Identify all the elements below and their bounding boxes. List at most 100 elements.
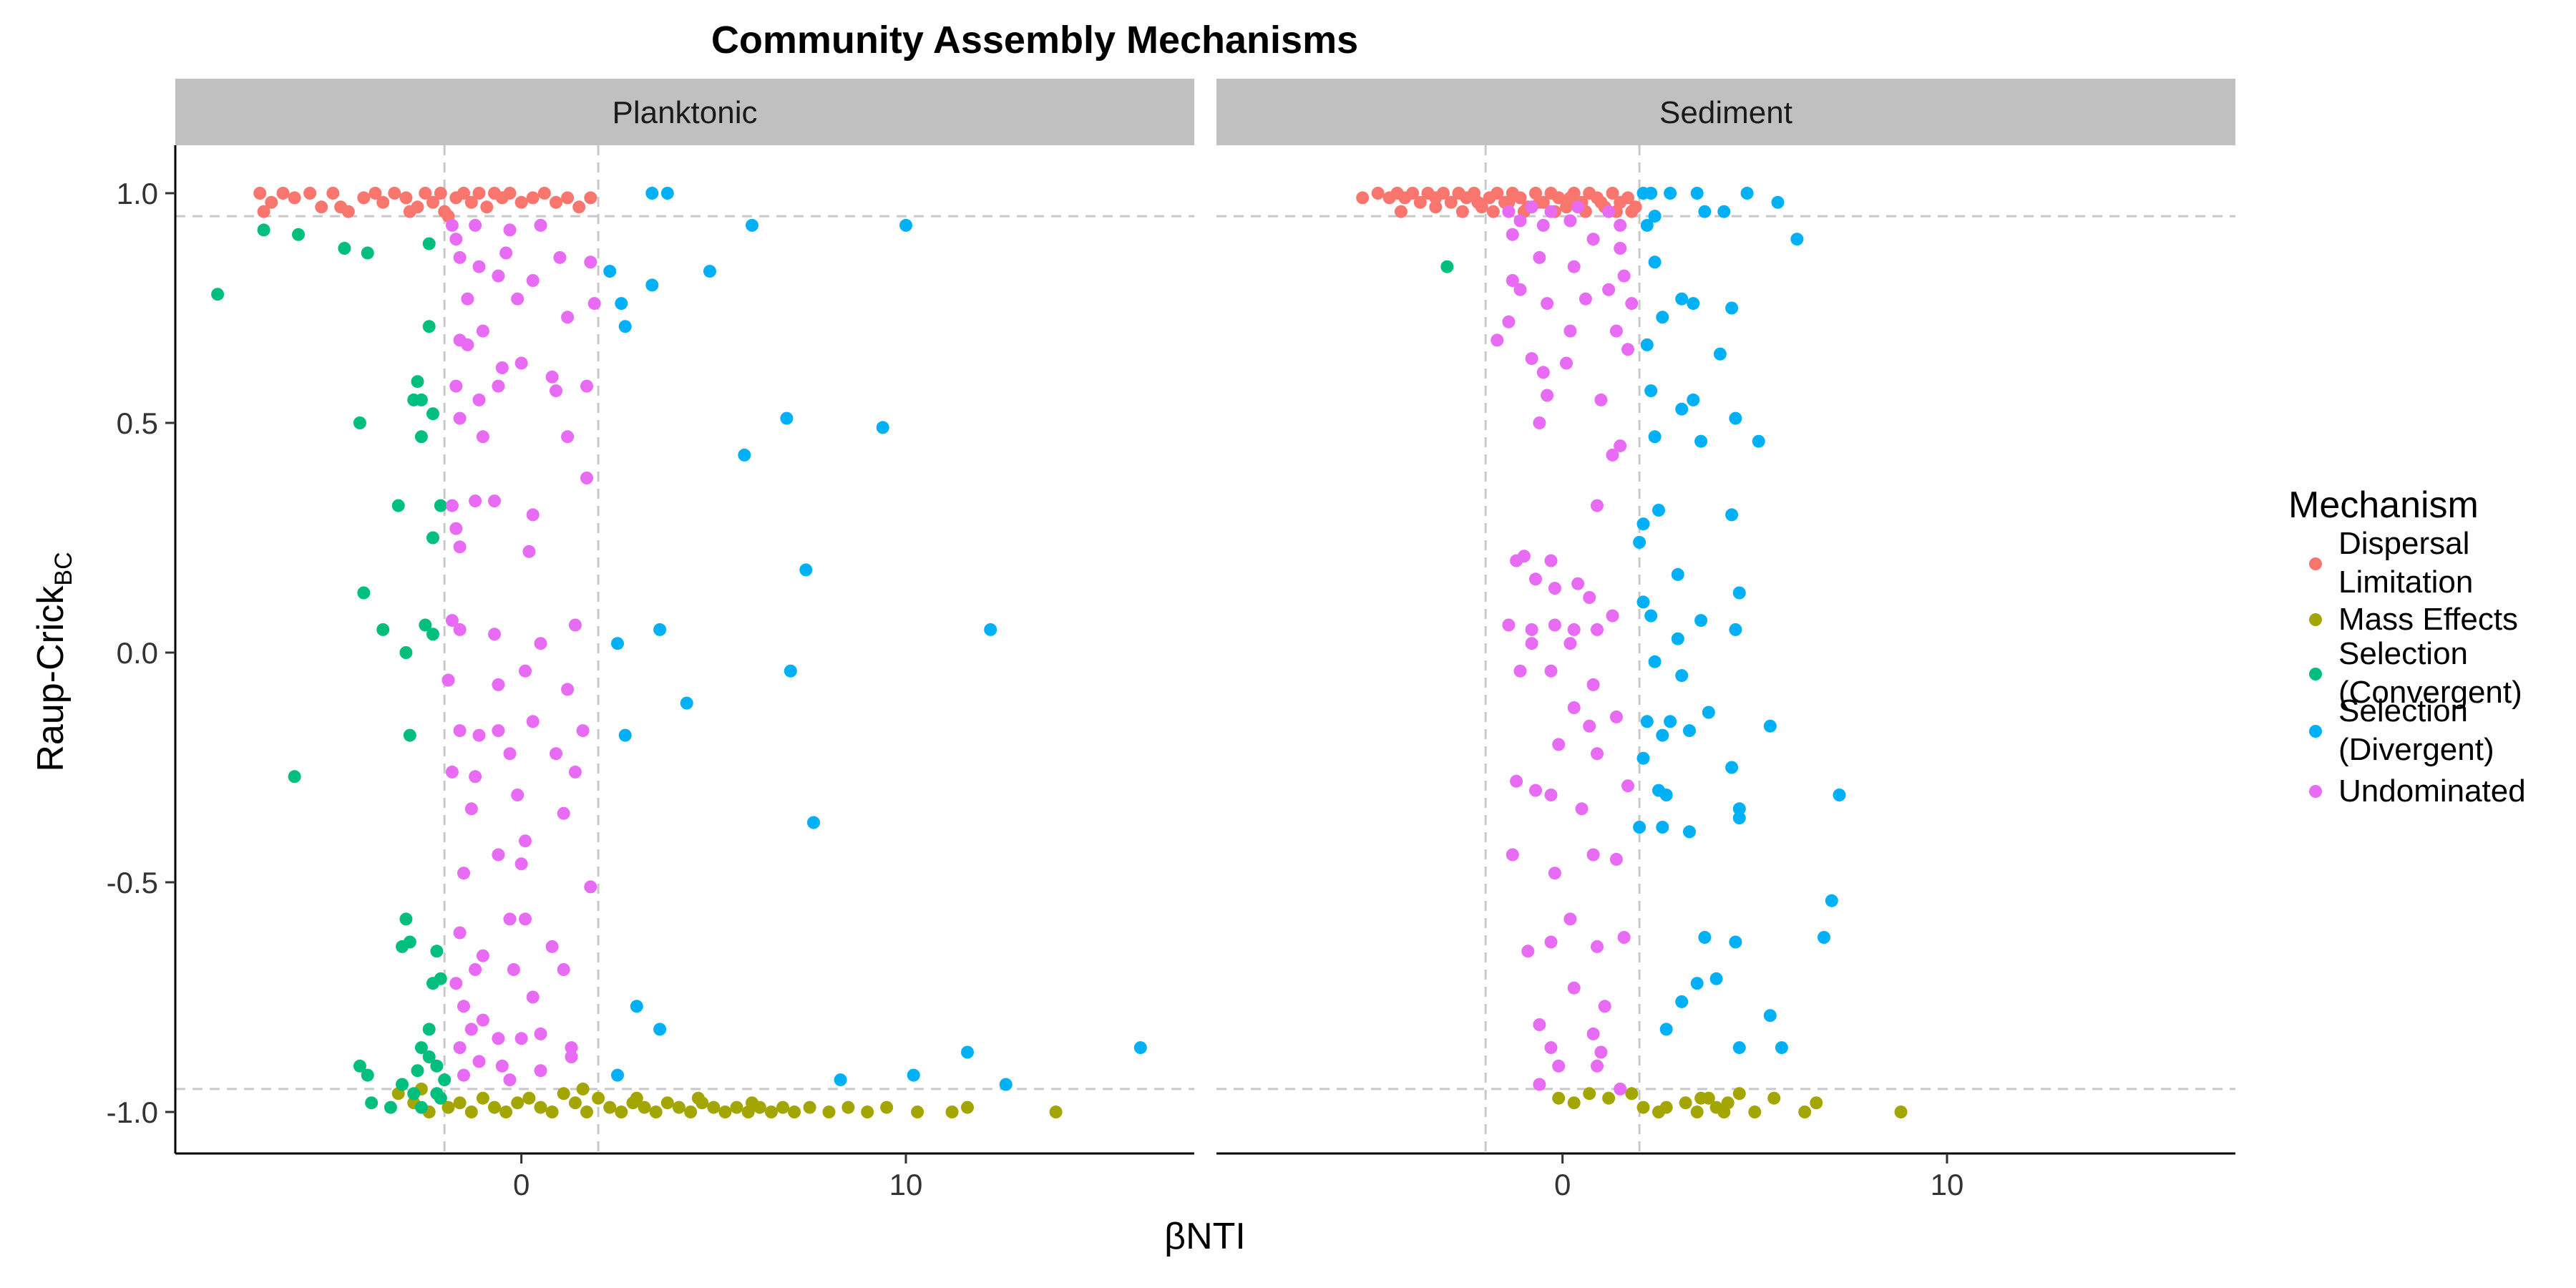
chart-title: Community Assembly Mechanisms	[711, 19, 1358, 62]
data-point-undominated	[492, 1032, 505, 1045]
x-tick-label: 10	[1931, 1168, 1964, 1201]
data-point-undominated	[1586, 1027, 1600, 1040]
data-point-undominated	[472, 260, 486, 273]
y-axis-label-subscript: BC	[50, 552, 77, 585]
strip-background-sediment	[1216, 79, 2235, 145]
data-point-mass	[1602, 1091, 1616, 1105]
data-point-divergent	[615, 297, 628, 311]
data-point-divergent	[1659, 1023, 1673, 1036]
data-point-undominated	[1517, 550, 1531, 563]
data-point-undominated	[526, 274, 540, 287]
data-point-divergent	[603, 265, 617, 278]
data-point-divergent	[1644, 609, 1658, 623]
data-point-divergent	[703, 265, 716, 278]
data-point-undominated	[441, 673, 455, 687]
data-point-convergent	[403, 728, 416, 742]
data-point-undominated	[534, 218, 547, 232]
data-point-convergent	[407, 1087, 421, 1101]
data-point-undominated	[1513, 283, 1527, 296]
data-point-divergent	[1636, 517, 1650, 531]
data-point-undominated	[1541, 389, 1554, 402]
legend-label-line: Limitation	[2338, 565, 2473, 600]
data-point-undominated	[469, 770, 482, 784]
data-point-mass	[1659, 1101, 1673, 1114]
data-point-undominated	[561, 430, 575, 444]
data-point-dispersal	[1371, 187, 1385, 200]
data-point-undominated	[1606, 448, 1619, 462]
data-point-undominated	[550, 747, 562, 761]
data-point-undominated	[580, 379, 593, 393]
data-point-undominated	[499, 246, 513, 260]
data-point-undominated	[1502, 315, 1516, 328]
data-point-dispersal	[326, 187, 340, 200]
data-point-undominated	[461, 292, 474, 306]
data-point-undominated	[1506, 228, 1519, 241]
data-point-undominated	[565, 1041, 578, 1055]
legend-key-undominated	[2309, 785, 2322, 798]
data-point-divergent	[1825, 894, 1838, 907]
data-point-undominated	[1560, 356, 1573, 370]
data-point-convergent	[434, 972, 447, 985]
data-point-undominated	[503, 1073, 517, 1087]
data-point-undominated	[1525, 623, 1538, 636]
data-point-convergent	[430, 945, 444, 958]
data-point-undominated	[1533, 416, 1546, 429]
data-point-undominated	[495, 1059, 509, 1073]
data-point-divergent	[1636, 595, 1650, 609]
data-point-mass	[638, 1101, 651, 1114]
data-point-divergent	[660, 187, 674, 200]
data-point-dispersal	[1486, 205, 1500, 218]
data-point-undominated	[1598, 1000, 1611, 1013]
data-point-mass	[592, 1091, 605, 1105]
data-point-divergent	[1664, 715, 1677, 728]
data-point-dispersal	[276, 187, 290, 200]
data-point-convergent	[414, 1101, 428, 1114]
data-point-mass	[803, 1101, 816, 1114]
data-point-convergent	[414, 393, 428, 406]
data-point-convergent	[357, 586, 371, 600]
data-point-divergent	[1644, 384, 1658, 398]
data-point-undominated	[1594, 1045, 1608, 1059]
data-point-divergent	[1717, 205, 1731, 218]
data-point-undominated	[1609, 324, 1623, 338]
data-point-undominated	[1586, 678, 1600, 691]
data-point-mass	[464, 1106, 478, 1118]
data-point-convergent	[419, 618, 432, 632]
data-point-undominated	[1548, 867, 1561, 880]
data-point-dispersal	[480, 200, 494, 214]
data-point-dispersal	[584, 191, 597, 205]
data-point-undominated	[1625, 297, 1639, 311]
data-point-dispersal	[514, 195, 528, 209]
data-point-undominated	[503, 912, 517, 926]
data-point-mass	[476, 1091, 489, 1105]
data-point-mass	[441, 1101, 455, 1114]
data-point-mass	[1894, 1106, 1908, 1118]
data-point-divergent	[1763, 1009, 1777, 1023]
legend-label-line: Undominated	[2338, 774, 2526, 809]
data-point-dispersal	[537, 187, 551, 200]
data-point-mass	[1810, 1096, 1823, 1110]
data-point-divergent	[907, 1068, 920, 1082]
data-point-undominated	[568, 618, 582, 632]
data-point-divergent	[999, 1078, 1013, 1091]
data-point-undominated	[1579, 292, 1592, 306]
data-point-divergent	[1687, 393, 1700, 406]
legend-key-convergent	[2309, 668, 2322, 680]
data-point-divergent	[1775, 1041, 1788, 1055]
data-point-divergent	[1732, 586, 1746, 600]
data-point-undominated	[1602, 283, 1616, 296]
data-point-divergent	[1659, 789, 1673, 801]
data-point-undominated	[1548, 582, 1561, 595]
x-tick-label: 0	[1554, 1168, 1571, 1201]
data-point-undominated	[488, 628, 501, 641]
data-point-convergent	[434, 1091, 447, 1105]
data-point-undominated	[519, 664, 532, 678]
legend-label-convergent: Selection (Convergent)	[2338, 636, 2522, 710]
legend-title: Mechanism	[2288, 484, 2479, 526]
data-point-divergent	[1694, 614, 1708, 628]
data-point-undominated	[1536, 218, 1550, 232]
data-point-undominated	[453, 724, 467, 738]
data-point-mass	[499, 1106, 513, 1118]
data-point-divergent	[1636, 751, 1650, 765]
